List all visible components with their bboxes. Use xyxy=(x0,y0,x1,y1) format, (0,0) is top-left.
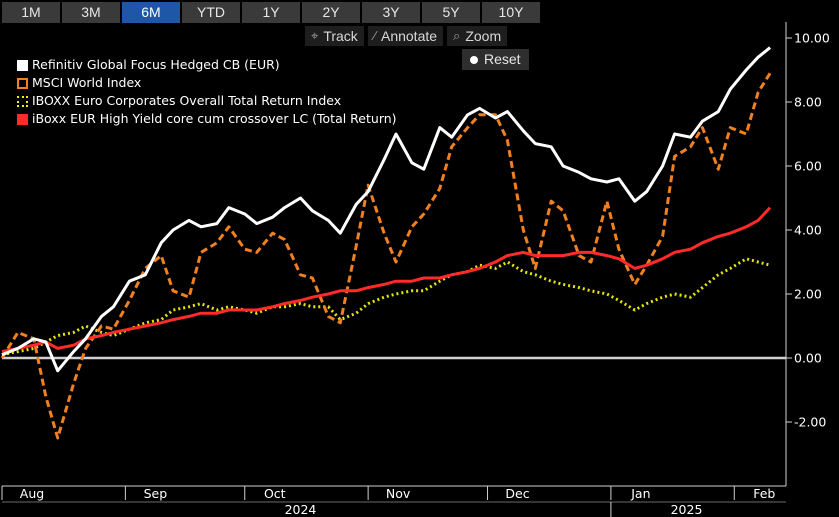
reset-dot-icon xyxy=(470,55,478,64)
legend-swatch-dotted-yellow xyxy=(17,95,28,107)
tab-10y[interactable]: 10Y xyxy=(482,2,540,23)
y-tick-label: 0.00 xyxy=(794,351,822,366)
y-tick-label: 8.00 xyxy=(794,95,822,110)
x-tick-label: Sep xyxy=(144,486,168,501)
legend-swatch-solid-red xyxy=(17,113,28,125)
crosshair-icon: ⌖ xyxy=(311,28,319,43)
x-tick-label: Oct xyxy=(264,486,286,501)
zoom-button[interactable]: ⌕ Zoom xyxy=(447,26,508,46)
x-tick-label: Feb xyxy=(753,486,775,501)
period-tabs: 1M 3M 6M YTD 1Y 2Y 3Y 5Y 10Y xyxy=(2,2,540,23)
tab-3y[interactable]: 3Y xyxy=(362,2,420,23)
x-tick-label: Aug xyxy=(20,486,44,501)
tab-1y[interactable]: 1Y xyxy=(242,2,300,23)
tab-6m[interactable]: 6M xyxy=(122,2,180,23)
legend-swatch-dashed-orange xyxy=(17,77,28,89)
y-tick-label: 10.00 xyxy=(794,31,830,46)
series-line-0 xyxy=(1,46,772,373)
x-tick-label: Nov xyxy=(386,486,411,501)
chart-legend: Refinitiv Global Focus Hedged CB (EUR) M… xyxy=(12,56,428,128)
legend-swatch-solid-white xyxy=(17,59,28,71)
tab-3m[interactable]: 3M xyxy=(62,2,120,23)
tab-ytd[interactable]: YTD xyxy=(182,2,240,23)
legend-label: IBOXX Euro Corporates Overall Total Retu… xyxy=(32,93,342,108)
legend-label: iBoxx EUR High Yield core cum crossover … xyxy=(32,111,397,126)
x-tick-label: Jan xyxy=(630,486,650,501)
series-line-2 xyxy=(1,257,771,357)
series-line-1 xyxy=(0,72,772,440)
tab-5y[interactable]: 5Y xyxy=(422,2,480,23)
track-label: Track xyxy=(323,28,358,44)
legend-label: MSCI World Index xyxy=(32,75,142,90)
series-line-3 xyxy=(1,206,772,354)
y-tick-label: 4.00 xyxy=(794,223,822,238)
annotate-button[interactable]: ∕ Annotate xyxy=(367,26,444,46)
legend-item-msci[interactable]: MSCI World Index xyxy=(12,74,428,92)
reset-button[interactable]: Reset xyxy=(462,49,529,70)
tab-1m[interactable]: 1M xyxy=(2,2,60,23)
year-tick-label: 2025 xyxy=(671,502,703,517)
annotate-label: Annotate xyxy=(380,28,438,44)
legend-item-iboxx-corporates[interactable]: IBOXX Euro Corporates Overall Total Retu… xyxy=(12,92,428,110)
y-tick-label: 6.00 xyxy=(794,159,822,174)
legend-item-iboxx-high-yield[interactable]: iBoxx EUR High Yield core cum crossover … xyxy=(12,110,428,128)
zoom-label: Zoom xyxy=(465,28,502,44)
chart-toolbar: ⌖ Track ∕ Annotate ⌕ Zoom xyxy=(305,26,508,46)
legend-item-refinitiv[interactable]: Refinitiv Global Focus Hedged CB (EUR) xyxy=(12,56,428,74)
reset-label: Reset xyxy=(484,51,521,67)
pen-icon: ∕ xyxy=(373,28,376,43)
track-button[interactable]: ⌖ Track xyxy=(305,26,364,46)
x-tick-label: Dec xyxy=(505,486,529,501)
tab-2y[interactable]: 2Y xyxy=(302,2,360,23)
year-tick-label: 2024 xyxy=(285,502,317,517)
legend-label: Refinitiv Global Focus Hedged CB (EUR) xyxy=(32,57,280,72)
magnifier-icon: ⌕ xyxy=(453,28,461,43)
y-tick-label: 2.00 xyxy=(794,287,822,302)
y-tick-label: -2.00 xyxy=(794,415,826,430)
